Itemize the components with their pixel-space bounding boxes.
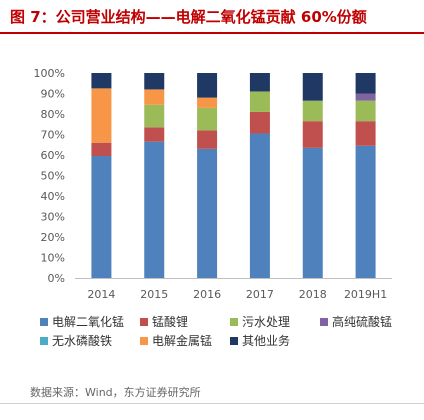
legend-label: 污水处理 xyxy=(242,315,290,329)
y-tick-label: 40% xyxy=(41,190,65,203)
bar-segment xyxy=(91,156,112,278)
legend-label: 锰酸锂 xyxy=(152,314,188,329)
bar-segment xyxy=(197,97,218,108)
bar-segment xyxy=(302,121,323,148)
y-axis: 0% 10% 20% 30% 40% 50% 60% 70% 80% 90% 100% xyxy=(34,67,65,285)
x-tick-label: 2017 xyxy=(246,288,274,301)
bar-segment xyxy=(249,73,270,92)
bar-segment xyxy=(197,148,218,278)
bar-segment xyxy=(91,142,112,157)
y-tick-label: 50% xyxy=(41,170,65,183)
bar-series xyxy=(91,73,376,278)
bar-segment xyxy=(302,147,323,278)
y-tick-label: 0% xyxy=(48,272,65,285)
legend-swatch xyxy=(40,337,48,345)
x-tick-label: 2019H1 xyxy=(344,288,387,301)
data-source-note: 数据来源：Wind，东方证券研究所 xyxy=(30,386,201,399)
legend-swatch xyxy=(140,318,148,326)
x-tick-label: 2014 xyxy=(87,288,115,301)
legend-swatch xyxy=(40,318,48,326)
y-tick-label: 10% xyxy=(41,252,65,265)
footer-divider xyxy=(0,403,424,404)
title-divider xyxy=(0,32,424,34)
bar-segment xyxy=(144,73,165,90)
legend-swatch xyxy=(230,318,238,326)
bar-segment xyxy=(197,107,218,131)
y-tick-label: 100% xyxy=(34,67,65,80)
bar-segment xyxy=(302,100,323,122)
legend-label: 电解金属锰 xyxy=(152,333,212,348)
x-tick-label: 2018 xyxy=(299,288,327,301)
bar-segment xyxy=(91,88,112,143)
legend-label: 高纯硫酸锰 xyxy=(332,314,392,329)
x-tick-label: 2016 xyxy=(193,288,221,301)
page-title: 图 7：公司营业结构——电解二氧化锰贡献 60%份额 xyxy=(10,8,367,26)
bar-segment xyxy=(249,91,270,112)
bar-segment xyxy=(355,73,376,94)
bar-segment xyxy=(355,100,376,122)
bar-segment xyxy=(197,130,218,149)
legend-swatch xyxy=(230,337,238,345)
x-tick-label: 2015 xyxy=(140,288,168,301)
bar-segment xyxy=(249,133,270,278)
legend-label: 电解二氧化锰 xyxy=(52,314,124,329)
legend-label: 无水磷酸铁 xyxy=(52,333,112,348)
y-tick-label: 60% xyxy=(41,149,65,162)
y-tick-label: 70% xyxy=(41,129,65,142)
bar-segment xyxy=(197,73,218,98)
x-axis: 2014 2015 2016 2017 2018 2019H1 xyxy=(75,278,392,301)
legend-swatch xyxy=(320,318,328,326)
y-tick-label: 30% xyxy=(41,211,65,224)
bar-segment xyxy=(144,127,165,142)
bar-segment xyxy=(249,111,270,134)
bar-segment xyxy=(144,141,165,278)
legend-label: 其他业务 xyxy=(242,333,290,348)
stacked-bar-chart: 0%10%20%30%40%50%60%70%80%90%100% 2014 20… xyxy=(34,67,392,348)
bar-segment xyxy=(302,73,323,101)
bar-segment xyxy=(355,93,376,101)
bar-segment xyxy=(355,145,376,278)
bar-segment xyxy=(144,89,165,105)
bar-segment xyxy=(355,121,376,146)
y-tick-label: 20% xyxy=(41,231,65,244)
legend-swatch xyxy=(140,337,148,345)
bar-segment xyxy=(91,73,112,89)
y-tick-label: 80% xyxy=(41,108,65,121)
y-tick-label: 90% xyxy=(41,88,65,101)
bar-segment xyxy=(144,104,165,128)
